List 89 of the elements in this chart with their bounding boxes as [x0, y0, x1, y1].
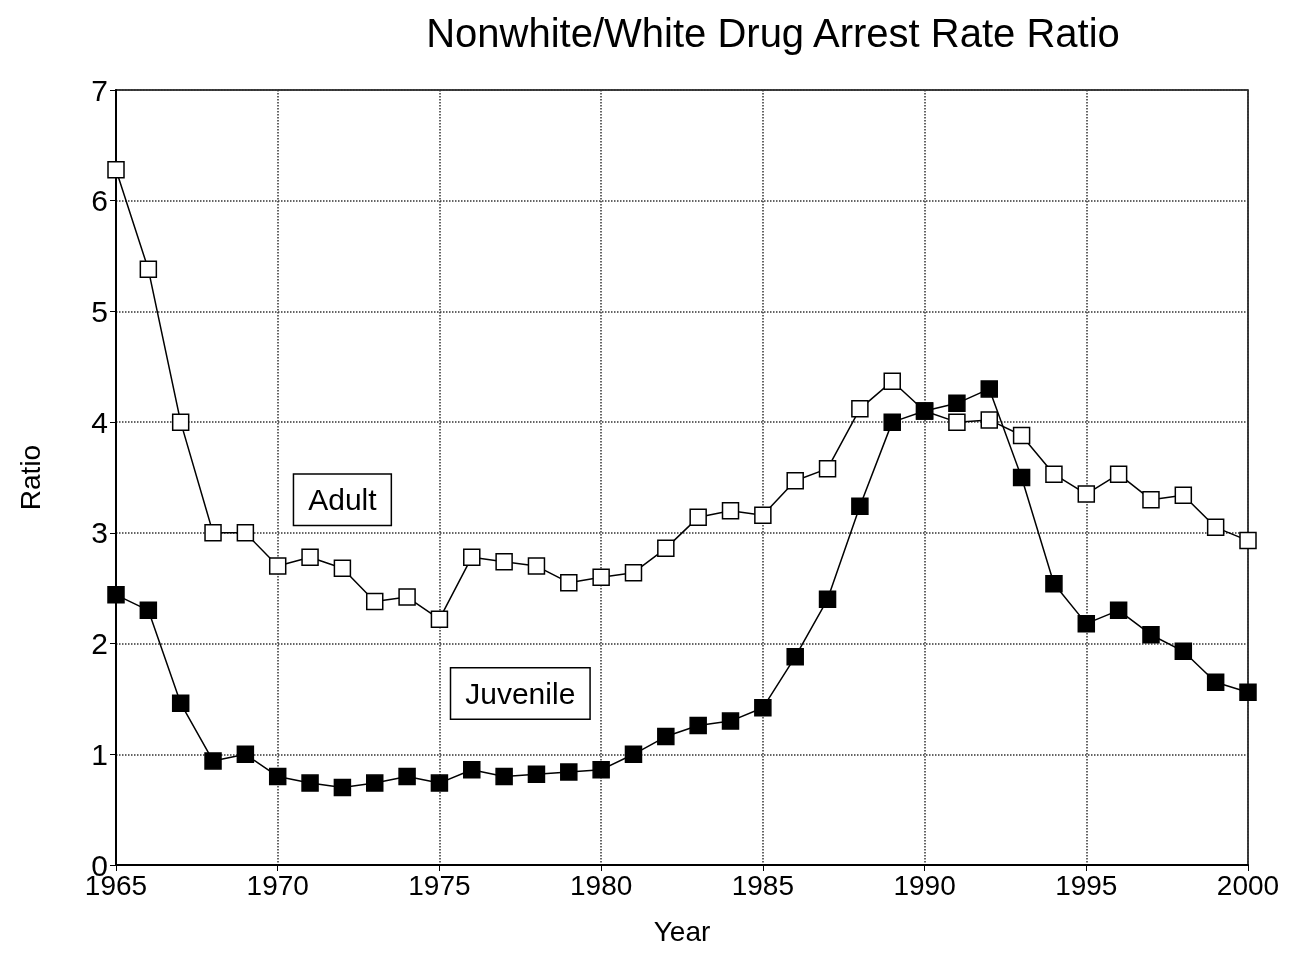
point: [495, 767, 513, 786]
point: [301, 548, 319, 566]
point: [721, 501, 740, 520]
point: [430, 610, 449, 628]
point: [139, 260, 158, 279]
point: [204, 752, 222, 770]
x-tick-label: 1990: [893, 869, 956, 901]
point: [754, 699, 772, 717]
point: [818, 459, 837, 478]
point: [754, 506, 772, 524]
point: [786, 472, 804, 490]
point: [365, 774, 384, 792]
y-axis-title: Ratio: [14, 444, 46, 511]
point: [883, 372, 901, 390]
point: [1077, 614, 1096, 633]
y-tick-label: 5: [91, 294, 108, 328]
point: [721, 712, 740, 730]
point: [786, 648, 804, 666]
y-tick-label: 4: [91, 405, 108, 439]
point: [1077, 485, 1096, 503]
point: [689, 716, 707, 735]
point: [527, 765, 546, 783]
y-tick-label: 7: [91, 73, 108, 107]
point: [592, 761, 610, 779]
y-tick-label: 2: [91, 627, 108, 661]
point: [980, 411, 999, 429]
point: [1045, 575, 1063, 593]
chart-title: Nonwhite/White Drug Arrest Rate Ratio: [426, 11, 1120, 55]
point: [1174, 642, 1193, 661]
point: [527, 557, 546, 575]
x-tick-label: 1980: [569, 869, 633, 901]
y-tick-label: 3: [91, 516, 108, 550]
point: [1239, 683, 1257, 702]
point: [1012, 468, 1031, 487]
point: [171, 413, 190, 431]
point: [592, 568, 610, 586]
point: [463, 548, 481, 566]
point: [171, 694, 190, 713]
point: [657, 727, 675, 746]
x-tick-label: 1970: [246, 869, 309, 901]
point: [624, 563, 643, 582]
x-tick-label: 1995: [1055, 869, 1118, 901]
point: [333, 559, 352, 578]
point: [1012, 426, 1031, 445]
point: [689, 508, 707, 527]
point: [107, 586, 125, 604]
point: [948, 413, 966, 431]
point: [818, 590, 837, 609]
point: [268, 557, 287, 575]
series-label: Juvenile: [465, 676, 576, 710]
point: [139, 601, 158, 620]
point: [1045, 465, 1063, 483]
y-tick-label: 6: [91, 184, 108, 218]
point: [463, 761, 481, 779]
point: [398, 767, 416, 786]
point: [1109, 601, 1128, 620]
point: [204, 524, 222, 542]
point: [948, 394, 966, 413]
point: [398, 588, 416, 606]
point: [495, 552, 513, 571]
point: [236, 745, 255, 764]
point: [430, 774, 449, 792]
point: [560, 763, 578, 781]
point: [883, 413, 901, 431]
point: [333, 778, 352, 797]
point: [107, 160, 125, 179]
point: [1239, 531, 1257, 550]
point: [1109, 465, 1128, 483]
point: [1206, 518, 1225, 537]
y-tick-label: 1: [91, 737, 108, 771]
x-axis-title: Year: [653, 915, 711, 947]
series-label: Adult: [308, 483, 378, 517]
point: [851, 400, 869, 418]
x-tick-label: 2000: [1216, 869, 1280, 901]
x-tick-label: 1985: [731, 869, 795, 901]
x-tick-label: 1975: [408, 869, 471, 901]
point: [365, 592, 384, 611]
point: [624, 745, 643, 764]
point: [1174, 486, 1193, 504]
point: [851, 497, 869, 516]
point: [1142, 490, 1160, 509]
point: [560, 573, 578, 592]
point: [236, 524, 255, 542]
point: [301, 774, 319, 792]
point: [980, 380, 999, 398]
point: [657, 539, 675, 558]
point: [1206, 673, 1225, 692]
point: [1142, 625, 1160, 644]
point: [268, 767, 287, 786]
